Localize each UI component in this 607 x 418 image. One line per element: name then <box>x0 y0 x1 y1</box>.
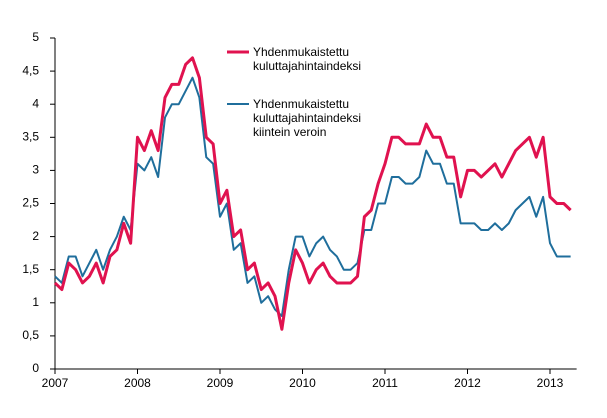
y-tick-label: 2 <box>32 229 39 243</box>
x-tick-label: 2008 <box>124 376 151 390</box>
y-tick-label: 3 <box>32 163 39 177</box>
legend-label: Yhdenmukaistettu kuluttajahintaindeksi k… <box>253 97 362 139</box>
series-line <box>54 76 571 318</box>
x-tick-label: 2011 <box>372 376 398 390</box>
legend-label: Yhdenmukaistettu kuluttajahintaindeksi <box>253 45 362 73</box>
y-tick-label: 3,5 <box>22 129 39 143</box>
x-tick-label: 2013 <box>537 376 564 390</box>
y-tick-label: 4 <box>32 96 39 110</box>
x-tick-label: 2012 <box>454 376 481 390</box>
y-tick-label: 5 <box>32 30 39 44</box>
y-tick-label: 0 <box>32 361 39 375</box>
y-tick-label: 1,5 <box>22 262 39 276</box>
y-tick-label: 1 <box>32 295 39 309</box>
y-tick-label: 4,5 <box>22 63 39 77</box>
y-tick-label: 2,5 <box>22 196 39 210</box>
x-tick-label: 2009 <box>207 376 234 390</box>
y-tick-label: 0,5 <box>22 328 39 342</box>
x-tick-label: 2010 <box>289 376 316 390</box>
series-line <box>53 56 572 331</box>
x-tick-label: 2007 <box>42 376 69 390</box>
